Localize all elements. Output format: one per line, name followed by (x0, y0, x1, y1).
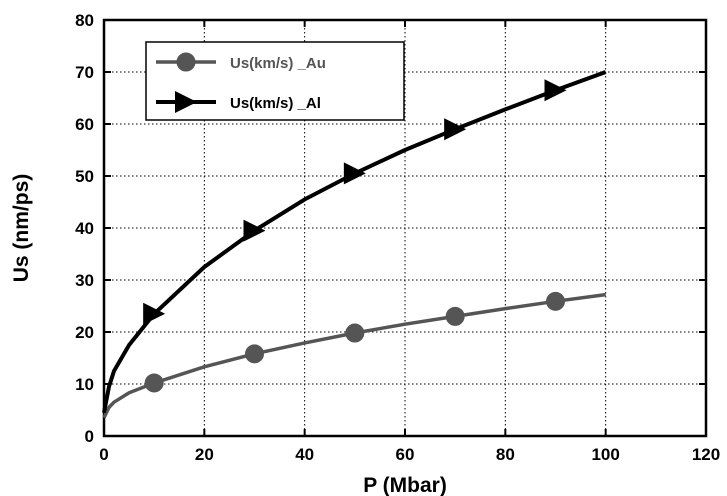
series-line (102, 292, 606, 419)
data-point-marker (544, 79, 567, 102)
x-tick-label: 80 (496, 445, 515, 464)
grid-lines (104, 20, 706, 436)
data-point-marker (143, 302, 166, 325)
y-tick-label: 10 (75, 375, 94, 394)
y-tick-label: 30 (75, 271, 94, 290)
y-tick-label: 0 (85, 427, 94, 446)
y-axis-title: Us (nm/ps) (10, 174, 33, 283)
series-au (102, 291, 606, 419)
series-al (102, 70, 607, 413)
legend-entry: Us(km/s) _Al (156, 91, 321, 113)
axis-ticks: 0 20 40 60 80 100 120 0 10 20 30 40 50 60 70 80 (75, 11, 720, 464)
y-tick-label: 70 (75, 63, 94, 82)
y-tick-label: 50 (75, 167, 94, 186)
legend-marker (175, 91, 197, 113)
data-point-marker (243, 219, 266, 242)
y-tick-label: 20 (75, 323, 94, 342)
y-tick-label: 40 (75, 219, 94, 238)
legend-marker (176, 52, 196, 72)
x-tick-label: 40 (295, 445, 314, 464)
x-tick-label: 120 (692, 445, 720, 464)
data-point-marker (345, 323, 365, 343)
x-tick-label: 60 (396, 445, 415, 464)
data-point-marker (444, 118, 467, 141)
y-tick-label: 60 (75, 115, 94, 134)
series-layer (102, 70, 607, 419)
x-axis-title: P (Mbar) (363, 474, 447, 496)
data-point-marker (546, 291, 565, 311)
data-point-marker (445, 306, 465, 326)
legend: Us(km/s) _Au Us(km/s) _Al (145, 41, 405, 121)
y-tick-label: 80 (75, 11, 94, 30)
legend-label: Us(km/s) _Au (230, 55, 326, 72)
data-point-marker (245, 344, 264, 364)
legend-label: Us(km/s) _Al (230, 95, 321, 112)
legend-entry: Us(km/s) _Au (156, 52, 326, 72)
x-tick-label: 100 (591, 445, 619, 464)
x-tick-label: 20 (195, 445, 214, 464)
x-tick-label: 0 (99, 445, 108, 464)
series-line (102, 70, 607, 413)
data-point-marker (144, 373, 164, 393)
data-point-marker (343, 162, 366, 185)
